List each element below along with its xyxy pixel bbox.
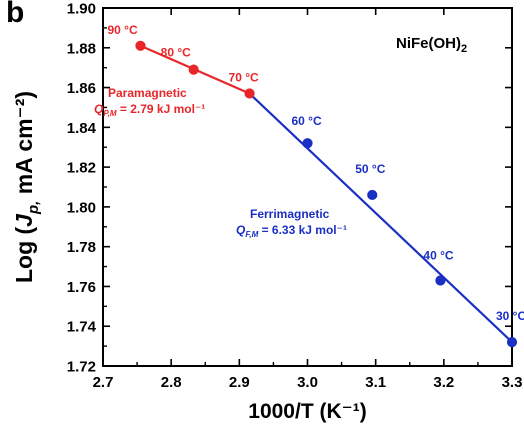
x-tick-label: 2.8 bbox=[161, 374, 182, 391]
sample-label: NiFe(OH)2 bbox=[396, 35, 467, 55]
data-point bbox=[244, 88, 255, 99]
plot-frame bbox=[102, 7, 513, 367]
y-tick-label: 1.72 bbox=[67, 359, 96, 376]
x-tick-label: 3.3 bbox=[502, 374, 523, 391]
x-axis-title: 1000/T (K⁻¹) bbox=[248, 400, 366, 423]
data-points bbox=[135, 40, 518, 348]
y-tick-label: 1.74 bbox=[67, 319, 97, 336]
data-point bbox=[435, 275, 446, 286]
data-point bbox=[367, 189, 378, 201]
x-tick-label: 2.7 bbox=[93, 374, 114, 391]
fit-line bbox=[248, 92, 513, 343]
point-label: 80 °C bbox=[161, 46, 191, 60]
x-tick-label: 2.9 bbox=[229, 374, 250, 391]
y-tick-label: 1.80 bbox=[67, 199, 96, 216]
x-tick-label: 3.1 bbox=[365, 374, 386, 391]
annotations: Paramagnetic QP,M = 2.79 kJ mol⁻¹ Ferrimag… bbox=[94, 86, 347, 239]
point-label: 70 °C bbox=[229, 71, 259, 85]
y-tick-label: 1.90 bbox=[67, 1, 96, 18]
y-tick-label: 1.88 bbox=[67, 40, 96, 57]
data-point bbox=[302, 138, 313, 149]
y-tick-label: 1.76 bbox=[67, 279, 96, 296]
y-tick-label: 1.86 bbox=[67, 80, 96, 97]
fit-lines bbox=[140, 44, 513, 343]
annotation-value: QP,M = 2.79 kJ mol⁻¹ bbox=[94, 102, 205, 118]
point-label: 50 °C bbox=[355, 162, 385, 176]
y-tick-label: 1.82 bbox=[67, 160, 96, 177]
axes: 2.7 2.8 2.9 3.0 3.1 3.2 3.3 1.72 1.74 1.76 1.78 1.8… bbox=[11, 1, 522, 424]
annotation-title: Paramagnetic bbox=[108, 86, 187, 100]
point-label: 90 °C bbox=[107, 23, 137, 37]
y-tick-label: 1.84 bbox=[67, 120, 97, 137]
point-label: 40 °C bbox=[423, 248, 453, 262]
annotation-value: QF,M = 6.33 kJ mol⁻¹ bbox=[236, 223, 347, 239]
x-tick-label: 3.0 bbox=[297, 374, 318, 391]
annotation-title: Ferrimagnetic bbox=[250, 207, 330, 221]
y-tick-label: 1.78 bbox=[67, 239, 96, 256]
panel-label: b bbox=[6, 0, 25, 29]
point-label: 30 °C bbox=[496, 309, 524, 323]
point-label: 60 °C bbox=[292, 114, 322, 128]
data-point bbox=[506, 337, 518, 348]
y-axis-title: Log (Jp, mA cm⁻²) bbox=[11, 91, 42, 283]
data-point bbox=[188, 64, 199, 75]
data-point bbox=[135, 40, 146, 51]
point-labels: 90 °C 80 °C 70 °C 60 °C 50 °C 40 °C 30 °C bbox=[107, 23, 524, 323]
x-tick-label: 3.2 bbox=[433, 374, 454, 391]
